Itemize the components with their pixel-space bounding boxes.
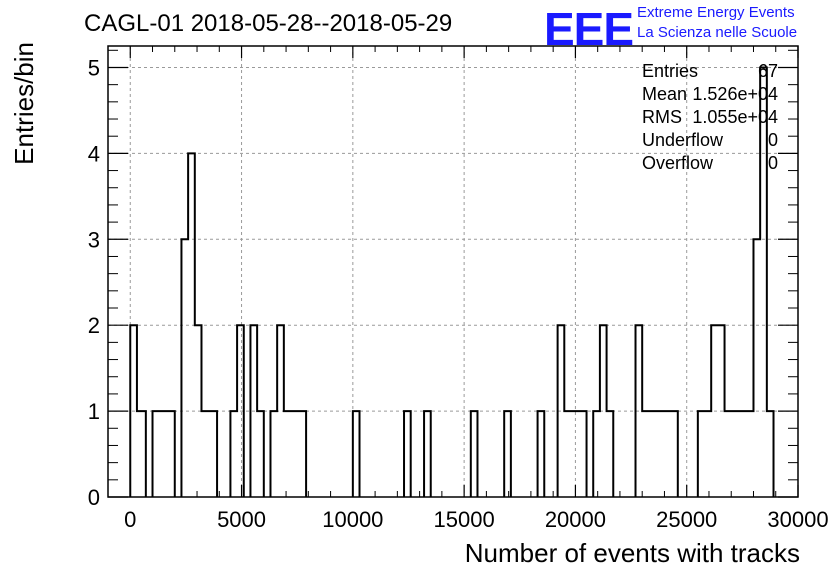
histogram-bin xyxy=(649,411,678,497)
histogram-bin xyxy=(753,239,760,497)
stats-value: 67 xyxy=(757,61,778,81)
x-tick-label: 30000 xyxy=(767,507,828,532)
x-tick-label: 20000 xyxy=(545,507,606,532)
histogram-bin xyxy=(353,411,360,497)
histogram-bin xyxy=(270,411,277,497)
histogram-bin xyxy=(593,411,600,497)
histogram-bin xyxy=(607,411,614,497)
stats-row-overflow: Overflow 0 xyxy=(642,152,782,175)
histogram-bin xyxy=(404,411,411,497)
logo-line-1: Extreme Energy Events xyxy=(637,4,795,21)
histogram-bin xyxy=(291,411,307,497)
histogram-bin xyxy=(284,411,291,497)
stats-value: 0 xyxy=(767,153,778,173)
histogram-bin xyxy=(642,411,649,497)
histogram-bin xyxy=(698,411,711,497)
x-tick-label: 25000 xyxy=(656,507,717,532)
stats-row-mean: Mean 1.526e+04 xyxy=(642,83,782,106)
stats-key: RMS xyxy=(642,107,682,127)
histogram-bin xyxy=(137,411,146,497)
plot-frame xyxy=(107,45,799,498)
y-tick-label: 2 xyxy=(88,313,100,338)
histogram-bin xyxy=(725,411,754,497)
y-tick-label: 3 xyxy=(88,227,100,252)
histogram-bin xyxy=(153,411,175,497)
y-axis-label: Entries/bin xyxy=(9,42,39,165)
stats-key: Overflow xyxy=(642,153,714,173)
histogram-bin xyxy=(564,411,571,497)
logo-line-2: La Scienza nelle Scuole xyxy=(637,24,798,41)
y-tick-label: 4 xyxy=(88,141,100,166)
y-tick-label: 0 xyxy=(88,485,100,510)
x-axis-label: Number of events with tracks xyxy=(465,538,800,568)
stats-value: 1.526e+04 xyxy=(692,84,778,104)
y-tick-label: 5 xyxy=(88,55,100,80)
histogram-bin xyxy=(504,411,511,497)
histogram-bin xyxy=(201,411,217,497)
histogram-bin xyxy=(767,411,774,497)
chart-title: CAGL-01 2018-05-28--2018-05-29 xyxy=(84,10,453,37)
x-tick-label: 5000 xyxy=(217,507,266,532)
histogram-bin xyxy=(181,239,188,497)
histogram-bin xyxy=(471,411,478,497)
stats-row-rms: RMS 1.055e+04 xyxy=(642,106,782,129)
histogram-bin xyxy=(424,411,431,497)
stats-row-underflow: Underflow 0 xyxy=(642,129,782,152)
histogram-bin xyxy=(571,411,587,497)
histogram-bin xyxy=(538,411,545,497)
stats-box: Entries 67 Mean 1.526e+04 RMS 1.055e+04 … xyxy=(642,60,782,175)
x-tick-label: 10000 xyxy=(322,507,383,532)
x-tick-label: 0 xyxy=(124,507,136,532)
y-tick-label: 1 xyxy=(88,399,100,424)
stats-value: 1.055e+04 xyxy=(692,107,778,127)
stats-key: Entries xyxy=(642,61,699,81)
stats-key: Mean xyxy=(642,84,688,104)
histogram-outline xyxy=(129,66,775,497)
histogram-bin xyxy=(257,411,264,497)
histogram-bin xyxy=(230,411,237,497)
eee-logo: EEE xyxy=(544,3,634,55)
stats-value: 0 xyxy=(767,130,778,150)
stats-row-entries: Entries 67 xyxy=(642,60,782,83)
x-tick-label: 15000 xyxy=(434,507,495,532)
stats-key: Underflow xyxy=(642,130,724,150)
